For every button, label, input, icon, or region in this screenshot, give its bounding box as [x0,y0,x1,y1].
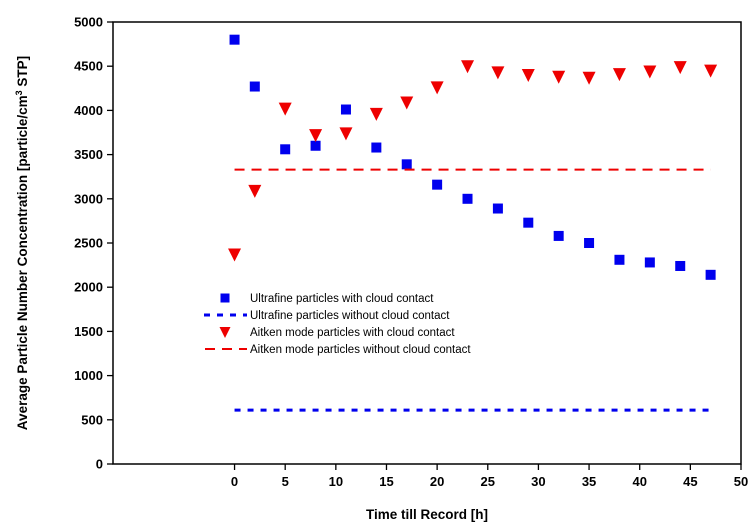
aitken-data-point [612,68,626,82]
legend-item-ultrafine-cloud: Ultrafine particles with cloud contact [220,293,434,305]
legend-label: Aitken mode particles with cloud contact [250,327,455,339]
ultrafine-data-point [523,217,534,228]
y-tick-label: 4500 [74,59,103,74]
ultrafine-data-point [462,193,473,204]
y-axis-title-tail: STP] [15,56,30,91]
ultrafine-data-point [229,34,240,45]
aitken-data-point [552,70,566,84]
ultrafine-data-point [401,159,412,170]
y-axis-ticks: 0 500 1000 1500 2000 2500 3000 3500 4000 4500 5000 [74,15,113,472]
legend-label: Ultrafine particles without cloud contac… [250,310,450,322]
ultrafine-data-point [492,203,503,214]
aitken-data-point [339,127,353,141]
aitken-data-point [400,96,414,110]
y-tick-label: 1500 [74,324,103,339]
ultrafine-data-point [553,230,564,241]
y-tick-label: 5000 [74,15,103,30]
y-tick-label: 2500 [74,236,103,251]
aitken-data-point [582,71,596,85]
aitken-data-point [491,66,505,80]
ultrafine-data-point [584,238,595,248]
x-tick-label: 10 [329,474,343,489]
aitken-data-point [278,102,292,116]
aitken-data-point [643,65,657,79]
y-tick-label: 2000 [74,280,103,295]
aitken-data-point [228,248,242,262]
ultrafine-data-point [705,269,716,280]
ultrafine-data-point [675,260,686,271]
x-tick-label: 15 [379,474,393,489]
y-axis-title: Average Particle Number Concentration [p… [14,56,30,430]
x-tick-label: 30 [531,474,545,489]
legend: Ultrafine particles with cloud contact U… [204,293,471,356]
ultrafine-data-point [280,144,291,155]
aitken-data-point [704,64,718,78]
y-tick-label: 3000 [74,191,103,206]
x-axis-title: Time till Record [h] [366,507,488,522]
legend-item-aitken-cloud: Aitken mode particles with cloud contact [219,327,455,339]
x-tick-label: 50 [734,474,748,489]
x-tick-label: 20 [430,474,444,489]
y-tick-label: 500 [81,412,103,427]
x-tick-label: 25 [481,474,495,489]
y-tick-label: 3500 [74,147,103,162]
y-axis-title-superscript: 3 [14,90,24,95]
x-tick-label: 35 [582,474,596,489]
y-tick-label: 4000 [74,103,103,118]
ultrafine-data-point [614,254,625,265]
aitken-data-point [309,129,323,143]
ultrafine-data-point [644,257,655,268]
aitken-data-point [430,81,444,95]
x-axis-ticks: 0 5 10 15 20 25 30 35 40 45 50 [231,464,748,489]
ultrafine-data-point [371,142,382,153]
legend-item-aitken-no-cloud: Aitken mode particles without cloud cont… [205,344,471,356]
aitken-data-point [248,184,262,198]
aitken-data-point [521,69,535,83]
x-tick-label: 45 [683,474,697,489]
legend-label: Aitken mode particles without cloud cont… [250,344,471,356]
ultrafine-data-point [310,140,321,151]
legend-label: Ultrafine particles with cloud contact [250,293,434,305]
x-tick-label: 0 [231,474,238,489]
ultrafine-data-point [340,104,351,115]
aitken-data-point [461,60,475,74]
ultrafine-data-point [432,179,443,190]
legend-symbol-triangle [219,327,231,338]
legend-item-ultrafine-no-cloud: Ultrafine particles without cloud contac… [204,310,450,322]
y-axis-title-main: Average Particle Number Concentration [p… [15,95,30,430]
ultrafine-data-point [249,81,260,92]
x-tick-label: 5 [282,474,289,489]
y-tick-label: 0 [96,457,103,472]
y-tick-label: 1000 [74,368,103,383]
aitken-data-point [369,107,383,121]
plot-series [228,34,718,412]
x-tick-label: 40 [632,474,646,489]
legend-symbol-square [220,293,230,303]
aitken-data-point [673,61,687,75]
